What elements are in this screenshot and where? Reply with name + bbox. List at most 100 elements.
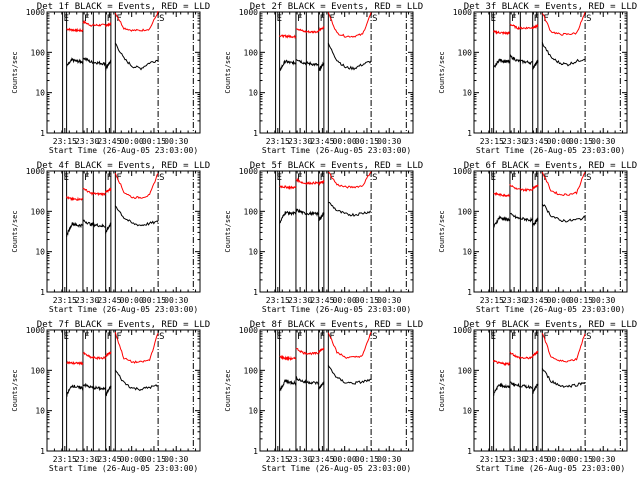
interval-marker: F (534, 332, 539, 342)
interval-marker: F (297, 332, 302, 342)
x-tick-label: 23:15 (53, 455, 77, 464)
lld-series-line (114, 331, 159, 364)
x-tick-label: 23:30 (288, 296, 312, 305)
panel-8: Det 8f BLACK = Events, RED = LLD 1 10 100 10… (224, 320, 423, 473)
x-tick-label: 00:15 (142, 455, 166, 464)
y-tick-label: 1 (253, 129, 258, 138)
x-tick-label: 00:15 (569, 137, 593, 146)
events-series-line (532, 383, 539, 394)
interval-marker: F (297, 14, 302, 24)
lld-series-line (541, 11, 586, 36)
y-tick-label: 10 (35, 407, 45, 416)
interval-marker: E (491, 14, 496, 24)
plot-frame (259, 329, 414, 452)
x-tick-label: 00:15 (355, 455, 379, 464)
x-tick-label: 23:15 (266, 137, 290, 146)
interval-marker: F (297, 173, 302, 183)
events-series-line (541, 368, 586, 388)
panel-title: Det 5f BLACK = Events, RED = LLD (250, 161, 423, 171)
y-tick-label: 1000 (26, 8, 45, 17)
y-tick-label: 1 (253, 288, 258, 297)
events-series-line (541, 42, 586, 67)
x-tick-label: 23:15 (266, 455, 290, 464)
x-tick-label: 23:45 (97, 455, 121, 464)
events-series-line (532, 217, 539, 227)
events-series-line (105, 221, 112, 234)
x-tick-label: 00:15 (355, 296, 379, 305)
x-tick-label: 23:15 (480, 296, 504, 305)
lld-series-line (318, 347, 325, 354)
x-tick-label: 23:15 (480, 137, 504, 146)
events-series-line (114, 42, 159, 71)
interval-marker: E (64, 173, 69, 183)
lld-series-line (509, 23, 534, 31)
x-tick-label: 00:00 (120, 296, 144, 305)
x-axis-label: Start Time (26-Aug-05 23:03:00) (476, 305, 625, 314)
y-axis-label: Counts/sec (11, 369, 19, 411)
x-tick-label: 23:45 (310, 137, 334, 146)
x-tick-label: 23:30 (502, 137, 526, 146)
x-tick-label: 23:30 (288, 455, 312, 464)
interval-marker: F (84, 173, 89, 183)
lld-series-line (493, 360, 511, 367)
events-series-line (328, 201, 372, 217)
x-tick-label: 00:30 (591, 137, 615, 146)
interval-marker: F (320, 173, 325, 183)
y-tick-label: 1000 (26, 326, 45, 335)
panel-5: Det 5f BLACK = Events, RED = LLD 1 10 100 10… (224, 161, 423, 314)
y-tick-label: 100 (244, 48, 259, 57)
x-tick-label: 00:15 (142, 296, 166, 305)
y-tick-label: 10 (462, 89, 472, 98)
y-axis-label: Counts/sec (224, 210, 232, 252)
x-tick-label: 00:30 (164, 137, 188, 146)
events-series-line (114, 369, 159, 392)
lld-series-line (318, 26, 325, 32)
x-tick-label: 00:00 (120, 137, 144, 146)
events-series-line (82, 57, 107, 67)
lld-series-line (541, 171, 586, 197)
interval-marker: S (159, 173, 164, 183)
lld-series-line (295, 28, 320, 34)
panel-title: Det 3f BLACK = Events, RED = LLD (464, 2, 637, 12)
panel-2: Det 2f BLACK = Events, RED = LLD 1 10 100 10… (224, 2, 423, 155)
events-series-line (509, 54, 533, 66)
y-tick-label: 1 (40, 129, 45, 138)
lld-series-line (509, 183, 534, 192)
panel-title: Det 4f BLACK = Events, RED = LLD (37, 161, 210, 171)
x-tick-label: 00:00 (120, 455, 144, 464)
plot-frame (473, 11, 628, 134)
interval-marker: F (107, 14, 112, 24)
x-tick-label: 00:30 (591, 296, 615, 305)
lld-series-line (532, 350, 539, 358)
x-tick-label: 23:45 (310, 455, 334, 464)
plot-frame (46, 11, 201, 134)
x-axis-label: Start Time (26-Aug-05 23:03:00) (262, 305, 411, 314)
interval-marker: F (329, 332, 334, 342)
x-tick-label: 00:15 (355, 137, 379, 146)
interval-marker: F (543, 332, 548, 342)
interval-marker: F (84, 14, 89, 24)
events-series-line (295, 58, 319, 67)
x-tick-label: 00:30 (164, 455, 188, 464)
lld-series-line (532, 24, 539, 30)
events-series-line (82, 382, 107, 392)
events-series-line (493, 215, 511, 228)
events-series-line (493, 382, 511, 396)
y-axis-label: Counts/sec (438, 51, 446, 93)
lld-series-line (66, 27, 84, 33)
events-series-line (327, 365, 372, 385)
x-tick-label: 00:00 (333, 296, 357, 305)
y-tick-label: 10 (35, 89, 45, 98)
interval-marker: S (159, 332, 164, 342)
y-axis-label: Counts/sec (438, 369, 446, 411)
interval-marker: F (543, 14, 548, 24)
lld-series-line (327, 331, 372, 359)
plot-frame (46, 329, 201, 452)
x-tick-label: 00:30 (164, 296, 188, 305)
x-tick-label: 00:00 (333, 137, 357, 146)
x-tick-label: 00:00 (333, 455, 357, 464)
x-axis-label: Start Time (26-Aug-05 23:03:00) (262, 464, 411, 473)
panel-3: Det 3f BLACK = Events, RED = LLD 1 10 100 10… (438, 2, 637, 155)
x-tick-label: 23:15 (480, 455, 504, 464)
interval-marker: F (329, 14, 334, 24)
